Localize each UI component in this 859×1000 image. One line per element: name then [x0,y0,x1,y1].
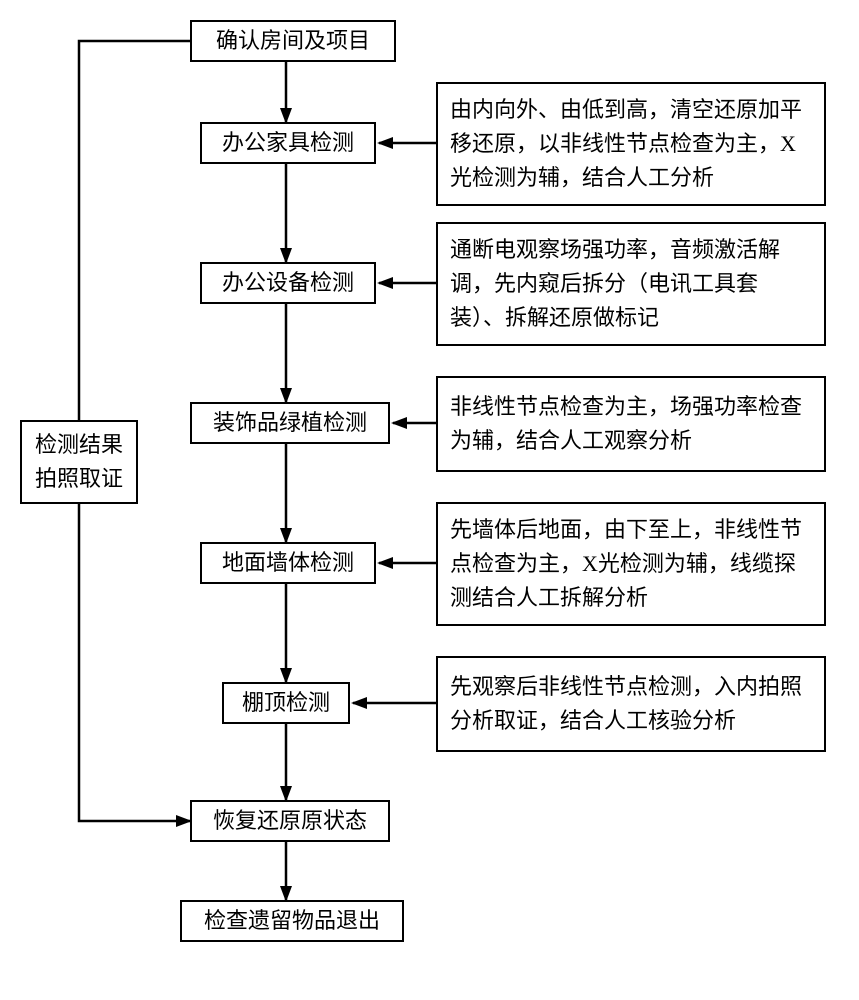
desc-equipment: 通断电观察场强功率，音频激活解调，先内窥后拆分（电讯工具套装）、拆解还原做标记 [436,222,826,346]
node-confirm-room: 确认房间及项目 [190,20,396,62]
node-floor-wall-check: 地面墙体检测 [200,542,376,584]
desc-furniture: 由内向外、由低到高，清空还原加平移还原，以非线性节点检查为主，X光检测为辅，结合… [436,82,826,206]
desc-ceiling: 先观察后非线性节点检测，入内拍照分析取证，结合人工核验分析 [436,656,826,752]
desc-floor-wall: 先墙体后地面，由下至上，非线性节点检查为主，X光检测为辅，线缆探测结合人工拆解分… [436,502,826,626]
node-furniture-check: 办公家具检测 [200,122,376,164]
node-decor-check: 装饰品绿植检测 [190,402,390,444]
desc-decor: 非线性节点检查为主，场强功率检查为辅，结合人工观察分析 [436,376,826,472]
node-exit: 检查遗留物品退出 [180,900,404,942]
node-restore: 恢复还原原状态 [190,800,390,842]
node-equipment-check: 办公设备检测 [200,262,376,304]
node-ceiling-check: 棚顶检测 [222,682,350,724]
side-result-box: 检测结果拍照取证 [20,420,138,504]
